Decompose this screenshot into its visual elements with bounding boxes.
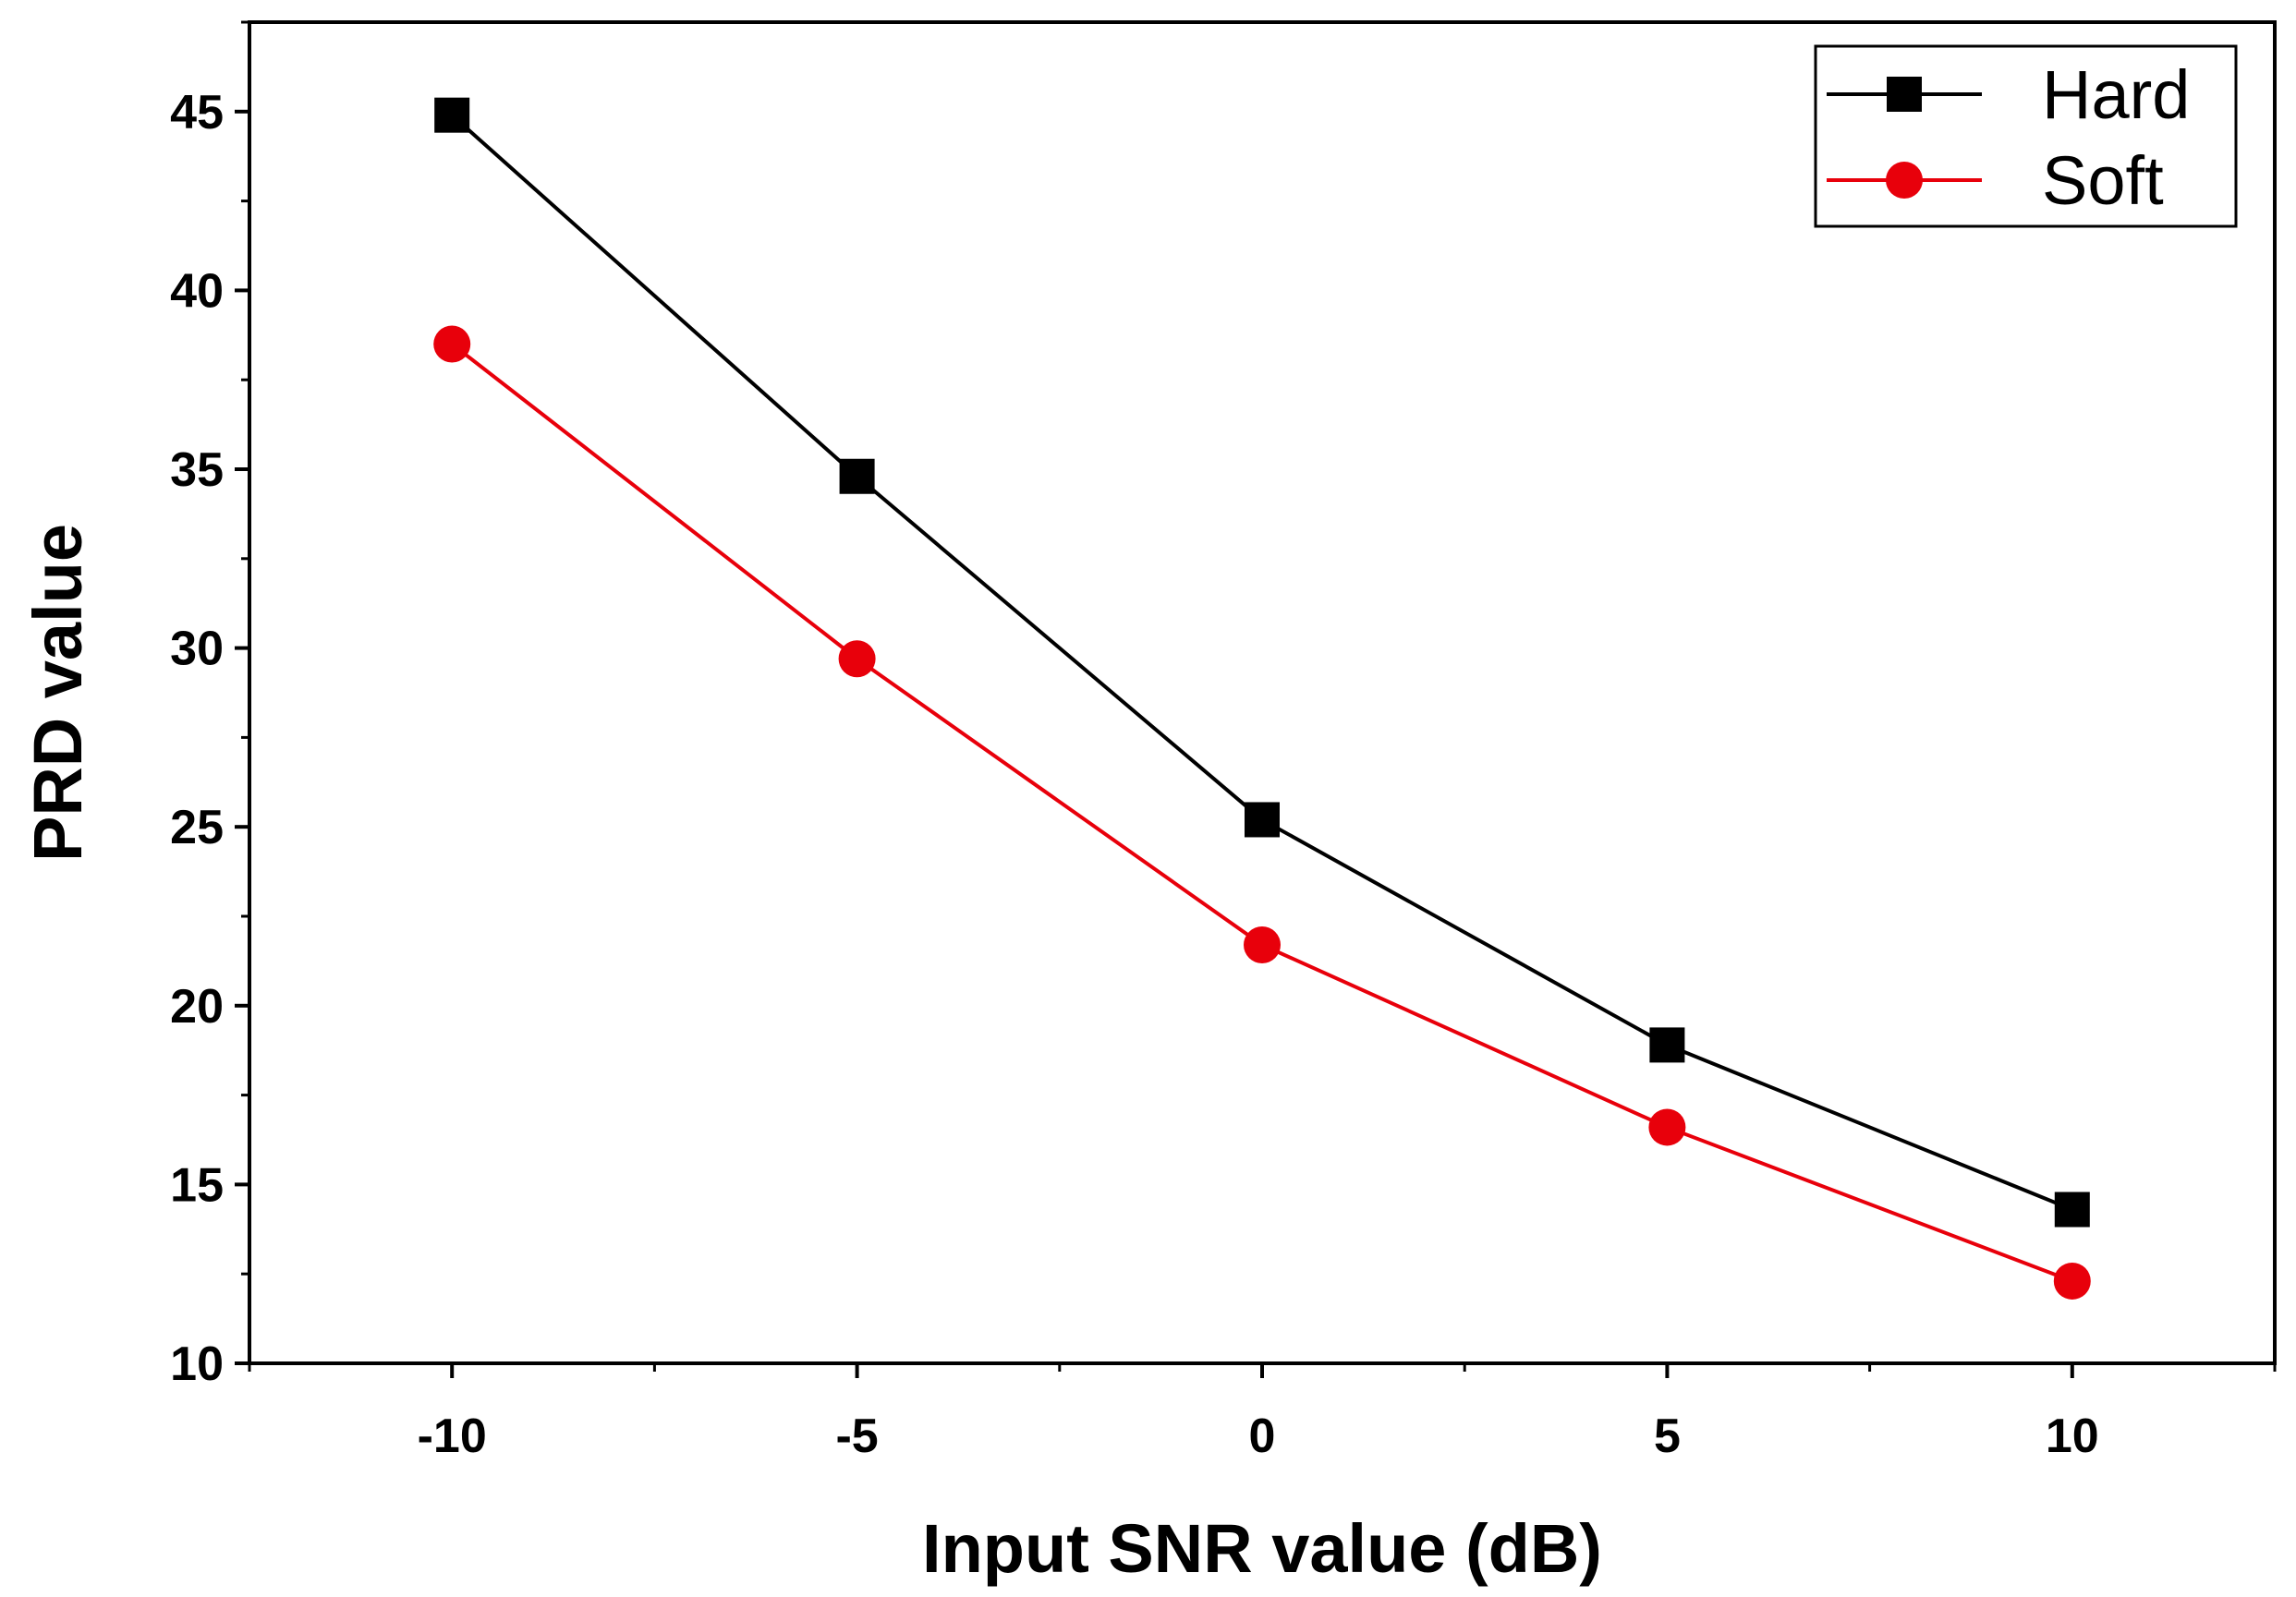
x-tick-label: 0: [1249, 1409, 1276, 1463]
legend-marker: [1886, 162, 1923, 199]
series-soft: [433, 325, 2091, 1300]
x-tick-label: 10: [2046, 1409, 2099, 1463]
y-tick-label: 15: [170, 1158, 224, 1212]
data-point-hard: [1245, 802, 1280, 838]
x-tick-label: -5: [835, 1409, 878, 1463]
data-point-hard: [2054, 1192, 2090, 1228]
x-axis-title: Input SNR value (dB): [922, 1510, 1602, 1587]
y-tick-label: 45: [170, 86, 224, 139]
legend-entry-soft: Soft: [1827, 142, 2164, 219]
data-point-soft: [1244, 926, 1281, 963]
data-point-soft: [433, 325, 471, 363]
series-group: [433, 97, 2091, 1300]
data-point-soft: [1648, 1108, 1686, 1146]
y-tick-label: 25: [170, 801, 224, 854]
y-tick-label: 20: [170, 980, 224, 1034]
y-tick-label: 30: [170, 623, 224, 676]
y-tick-label: 10: [170, 1337, 224, 1391]
x-tick-label: 5: [1654, 1409, 1681, 1463]
legend-marker: [1887, 77, 1922, 112]
x-tick-label: -10: [418, 1409, 487, 1463]
data-point-soft: [2053, 1262, 2091, 1300]
data-point-soft: [838, 640, 876, 678]
y-tick-label: 35: [170, 443, 224, 497]
legend: Hard Soft: [1814, 44, 2238, 228]
series-hard: [434, 97, 2090, 1228]
series-line-hard: [450, 114, 2073, 1212]
ticks: -10 -5 0 5 10 10 15 20 25 30 35 40 45: [170, 20, 2277, 1463]
y-axis-title: PRD value: [19, 524, 96, 862]
legend-box: [1814, 44, 2238, 228]
legend-entry-hard: Hard: [1827, 56, 2190, 133]
legend-label: Soft: [2042, 142, 2164, 219]
data-point-hard: [1649, 1027, 1685, 1063]
y-tick-label: 40: [170, 264, 224, 318]
legend-label: Hard: [2042, 56, 2190, 133]
data-point-hard: [839, 458, 875, 494]
data-point-hard: [434, 97, 470, 133]
